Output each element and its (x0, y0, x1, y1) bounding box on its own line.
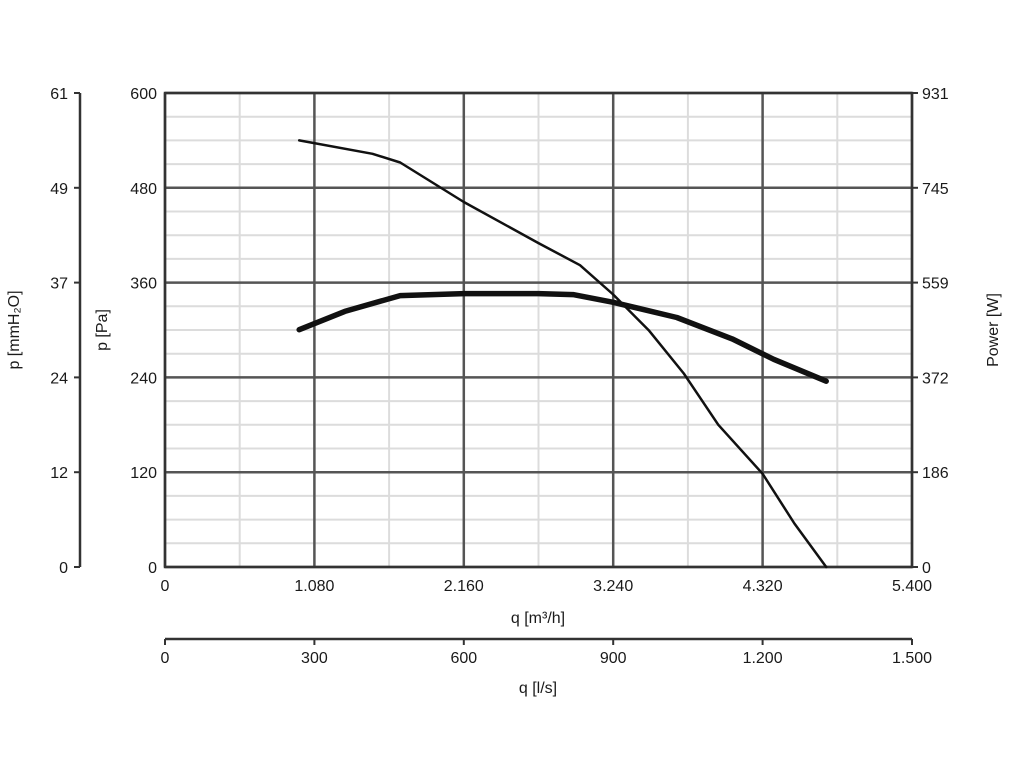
y-mmh2o-tick-label: 49 (50, 181, 68, 198)
plot-border (163, 91, 914, 569)
y-power-tick-label: 745 (922, 181, 949, 198)
y-pa-tick-label: 240 (130, 370, 157, 387)
y-mmh2o-tick-label: 61 (50, 86, 68, 103)
x-primary-tick-label: 5.400 (892, 578, 932, 595)
y-mmh2o-tick-label: 37 (50, 276, 68, 293)
x-secondary-tick-label: 0 (161, 650, 170, 667)
y-power-tick-label: 0 (922, 560, 931, 577)
y-pa-tick-label: 0 (148, 560, 157, 577)
y-pa-tick-label: 120 (130, 465, 157, 482)
y-power-tick-label: 931 (922, 86, 949, 103)
y-power-tick-label: 186 (922, 465, 949, 482)
y-pa-tick-label: 600 (130, 86, 157, 103)
y-axis-pa-title: p [Pa] (94, 309, 111, 351)
y-mmh2o-tick-label: 12 (50, 465, 68, 482)
y-pa-tick-label: 480 (130, 181, 157, 198)
x-primary-tick-label: 0 (161, 578, 170, 595)
y-mmh2o-tick-label: 24 (50, 370, 68, 387)
x-secondary-tick-label: 300 (301, 650, 328, 667)
x-primary-tick-label: 4.320 (743, 578, 783, 595)
y-axis-power-title: Power [W] (985, 293, 1002, 367)
plot-frame (163, 91, 914, 569)
x-primary-tick-label: 2.160 (444, 578, 484, 595)
x-secondary-tick-label: 1.200 (743, 650, 783, 667)
x-primary-tick-label: 3.240 (593, 578, 633, 595)
y-axis-mmh2o-title: p [mmH₂O] (6, 290, 23, 369)
power-curve (296, 290, 829, 384)
x-secondary-tick-label: 600 (450, 650, 477, 667)
minor-grid (165, 93, 912, 567)
x-axis-primary-title: q [m³/h] (511, 610, 565, 627)
series-group (296, 139, 829, 569)
x-secondary-tick-label: 900 (600, 650, 627, 667)
x-axis-secondary-title: q [l/s] (519, 680, 557, 697)
y-power-tick-label: 559 (922, 276, 949, 293)
y-power-tick-label: 372 (922, 370, 949, 387)
y-pa-tick-label: 360 (130, 276, 157, 293)
x-secondary-tick-label: 1.500 (892, 650, 932, 667)
x-primary-tick-label: 1.080 (294, 578, 334, 595)
pressure-curve (297, 139, 828, 569)
y-mmh2o-tick-label: 0 (59, 560, 68, 577)
